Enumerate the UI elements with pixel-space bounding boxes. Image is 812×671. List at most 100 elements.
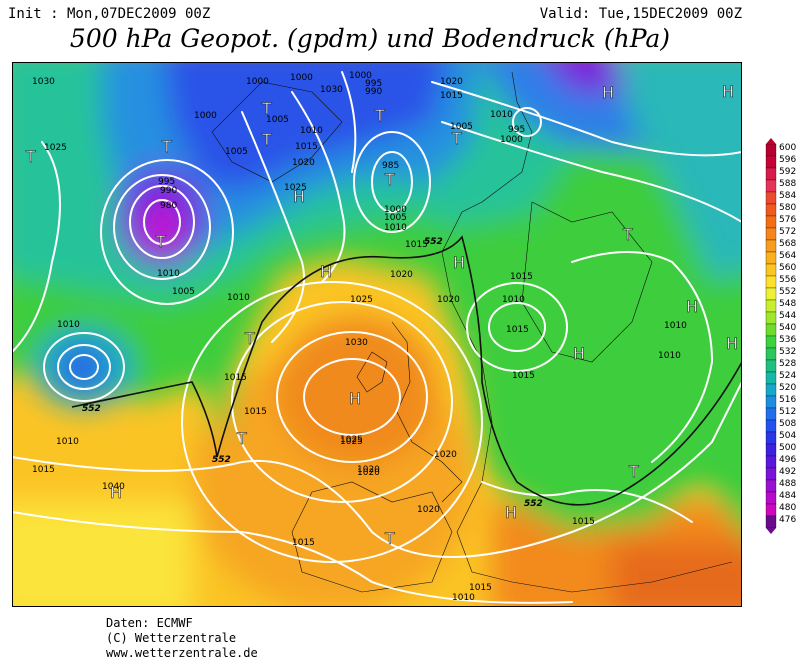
legend-value-label: 548 [779,299,796,309]
isobar-label: 1005 [266,115,289,125]
low-pressure-center: T [244,329,255,348]
isobar-label: 1040 [102,482,125,492]
low-pressure-center: T [25,147,36,166]
legend-value-label: 580 [779,203,796,213]
legend-value-label: 508 [779,419,796,429]
low-pressure-center: T [622,225,633,244]
isobar-label: 1005 [450,122,473,132]
isobar-label: 1020 [434,450,457,460]
legend-value-label: 588 [779,179,796,189]
isobar-label: 1000 [500,135,523,145]
legend-swatch [765,203,777,217]
geopotential-label: 552 [82,404,101,414]
isobar-label: 1015 [510,272,533,282]
legend-value-label: 572 [779,227,796,237]
high-pressure-center: H [602,83,614,102]
legend-swatch [765,179,777,193]
isobar-label: 980 [160,201,177,211]
isobar-label: 1010 [57,320,80,330]
isobar-label: 1015 [469,583,492,593]
geopotential-label: 552 [524,499,543,509]
isobar-label: 1025 [44,143,67,153]
legend-swatch [765,467,777,481]
legend-value-label: 596 [779,155,796,165]
legend-labels: 600 596 592 588 584 580 576 572 568 564 560 556 552 5… [779,143,796,525]
legend-value-label: 552 [779,287,796,297]
isobar-label: 995 [365,79,382,89]
legend-top-arrow [766,138,776,144]
low-pressure-center: T [261,99,272,118]
high-pressure-center: H [293,187,305,206]
legend-value-label: 496 [779,455,796,465]
high-pressure-center: H [453,253,465,272]
legend-value-label: 544 [779,311,796,321]
high-pressure-center: H [110,483,122,502]
geopotential-labels: 552 552 552 552 [82,237,543,509]
isobar-label: 1005 [172,287,195,297]
isobar-label: 1000 [246,77,269,87]
legend-value-label: 576 [779,215,796,225]
legend-swatch [765,143,777,157]
isobar-label: 1030 [32,77,55,87]
low-pressure-center: T [374,106,385,125]
legend-value-label: 560 [779,263,796,273]
isobar-label: 1015 [572,517,595,527]
isobar-label: 1025 [340,437,363,447]
legend-swatch [765,407,777,421]
isobar-label: 1020 [437,295,460,305]
geopotential-552-line [71,235,742,506]
legend-swatch [765,155,777,169]
legend-swatch [765,227,777,241]
legend-value-label: 600 [779,143,796,153]
isobar-label: 985 [382,161,399,171]
legend-value-label: 564 [779,251,796,261]
isobar-label: 1010 [490,110,513,120]
isobar-label: 1010 [56,437,79,447]
website-link[interactable]: www.wetterzentrale.de [106,646,258,660]
isobar-label: 1010 [658,351,681,361]
isobar-label: 990 [160,186,177,196]
isobar-label: 1005 [384,213,407,223]
legend-value-label: 488 [779,479,796,489]
legend-value-label: 584 [779,191,796,201]
isobar-label: 1020 [292,158,315,168]
legend-value-label: 532 [779,347,796,357]
isobar-label: 1015 [440,91,463,101]
isobar-label: 1030 [320,85,343,95]
legend-swatch [765,287,777,301]
legend-swatch [765,383,777,397]
isobar-label: 995 [508,125,525,135]
isobar-label: 1010 [664,321,687,331]
isobar-label: 1020 [357,465,380,475]
data-source-credit: Daten: ECMWF [106,616,193,630]
credits: Daten: ECMWF (C) Wetterzentrale www.wett… [106,616,258,661]
isobar-label: 1005 [225,147,248,157]
coastlines [211,71,733,593]
legend-swatch [765,455,777,469]
legend-value-label: 476 [779,515,796,525]
isobar-label: 1015 [224,373,247,383]
high-pressure-center: H [726,334,738,353]
high-pressure-center: H [320,262,332,281]
legend-swatch [765,419,777,433]
isobar-label: 1015 [512,371,535,381]
legend-swatch [765,371,777,385]
legend-bottom-arrow [766,528,776,534]
init-time: Init : Mon,07DEC2009 00Z [8,6,211,22]
legend-value-label: 568 [779,239,796,249]
high-pressure-center: H [505,503,517,522]
legend-value-label: 492 [779,467,796,477]
legend-swatch [765,239,777,253]
legend-value-label: 480 [779,503,796,513]
geopotential-label: 552 [424,237,443,247]
legend-value-label: 528 [779,359,796,369]
legend-swatch [765,491,777,505]
legend-swatch [765,503,777,517]
isobar-label: 1015 [405,240,428,250]
legend-swatch [765,347,777,361]
low-pressure-center: T [261,130,272,149]
legend-value-label: 524 [779,371,796,381]
legend-swatch [765,311,777,325]
isobar-label: 1015 [506,325,529,335]
legend-color-bar [765,138,777,534]
